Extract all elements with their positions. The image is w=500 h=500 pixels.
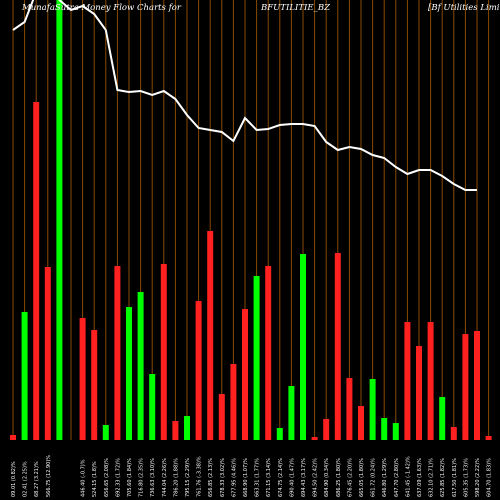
- x-tick-label: 668.90 (1.07)%: [243, 458, 249, 497]
- bar-down: [427, 322, 434, 440]
- x-tick-label: 656.65 (2.08)%: [104, 458, 110, 497]
- x-tick-label: 617.50 (1.81)%: [452, 458, 458, 497]
- bar-down: [114, 266, 121, 440]
- x-tick-label: 661.72 (0.24)%: [371, 458, 377, 497]
- bar-down: [160, 264, 167, 440]
- x-tick-label: 646.80 (1.29)%: [382, 458, 388, 497]
- x-tick-label: 632.10 (2.71)%: [429, 458, 435, 497]
- bar-down: [450, 427, 457, 440]
- bar-down: [404, 322, 411, 440]
- bar-down: [311, 437, 318, 440]
- bar-down: [91, 330, 98, 440]
- bar-up: [381, 418, 388, 440]
- x-tick-label: 674.75 (2.14)%: [278, 458, 284, 497]
- x-tick-label: 605.35 (1.73)%: [463, 458, 469, 497]
- x-tick-label: 656.85 (2.13)%: [208, 458, 214, 497]
- x-tick-label: 744.04 (2.26)%: [162, 458, 168, 497]
- bar-up: [137, 292, 144, 440]
- bar-down: [218, 394, 225, 440]
- bar-down: [334, 253, 341, 440]
- x-tick-label: 705.60 (1.84)%: [127, 458, 133, 497]
- x-tick-label: 678.33 (3.02)%: [220, 458, 226, 497]
- bar-up: [288, 386, 295, 440]
- x-tick-label: 716.80 (2.35)%: [139, 458, 145, 497]
- x-tick-label: 663.31 (1.77)%: [255, 458, 261, 497]
- bar-up: [56, 0, 63, 440]
- bar-down: [462, 334, 469, 440]
- bar-down: [207, 231, 214, 440]
- x-tick-label: 637.09 (1.63)%: [417, 458, 423, 497]
- bar-up: [126, 307, 132, 440]
- x-tick-label: 604.70 (1.83)%: [487, 458, 493, 497]
- bar-down: [230, 364, 237, 440]
- bar-down: [358, 406, 364, 440]
- bar-up: [276, 428, 283, 440]
- x-tick-label: 625.85 (1.82)%: [440, 458, 446, 497]
- bar-series: [10, 0, 492, 440]
- bar-down: [416, 346, 422, 440]
- x-axis-labels: 09.01 (0.82)% 02.41 (2.25)% 68.27 (3.21)% 5…: [11, 455, 493, 497]
- x-tick-label: 677.95 (4.46)%: [231, 458, 237, 497]
- x-tick-label: 598.20 (2.22)%: [475, 458, 481, 497]
- x-tick-label: 68.27 (3.21)%: [34, 461, 40, 497]
- bar-up: [439, 397, 446, 440]
- chart-title-right: [Bf Utilities Limit: [428, 3, 500, 13]
- x-tick-label: 761.76 (-3.38)%: [197, 456, 203, 497]
- bar-down: [33, 102, 40, 440]
- bar-down: [346, 378, 353, 440]
- x-tick-label: 676.45 (2.20)%: [347, 458, 353, 497]
- x-tick-label: 686.25 (1.80)%: [336, 458, 342, 497]
- x-tick-label: 795.15 (2.29)%: [185, 458, 191, 497]
- bar-down: [79, 318, 86, 440]
- x-tick-label: 684.90 (0.34)%: [324, 458, 330, 497]
- x-tick-label: 446.40 (-0.7)%: [81, 459, 87, 497]
- x-tick-label: 02.41 (2.25)%: [23, 461, 29, 497]
- x-tick-label: 641.45 (-1.42)%: [405, 456, 411, 497]
- bar-up: [392, 423, 399, 440]
- bar-down: [195, 301, 202, 440]
- x-tick-label: 09.01 (0.82)%: [11, 461, 17, 497]
- bar-up: [184, 416, 190, 440]
- bar-down: [10, 435, 16, 440]
- x-tick-label: 671.15 (3.14)%: [266, 458, 272, 497]
- x-tick-label: 692.33 (1.72)%: [115, 458, 121, 497]
- bar-down: [474, 331, 480, 440]
- bar-up: [253, 276, 260, 440]
- price-line: [12, 0, 477, 191]
- x-tick-label: 694.43 (3.17)%: [301, 458, 307, 497]
- x-tick-label: 690.40 (1.47)%: [289, 458, 295, 497]
- bar-down: [323, 419, 330, 440]
- x-tick-label: 665.05 (1.80)%: [359, 458, 365, 497]
- bar-up: [102, 425, 109, 440]
- x-tick-label: 647.70 (2.80)%: [394, 458, 400, 497]
- chart-title-symbol: BFUTILITIE_BZ: [261, 3, 330, 13]
- bar-down: [485, 436, 492, 440]
- x-tick-label: 524.15 (1.8)%: [92, 461, 98, 497]
- chart-title-left: MunafaSutra Money Flow Charts for: [22, 3, 181, 13]
- x-tick-label: 786.20 (1.88)%: [173, 458, 179, 497]
- bar-down: [172, 421, 179, 440]
- x-tick-label: 694.50 (2.42)%: [313, 458, 319, 497]
- bar-up: [21, 312, 28, 440]
- bar-down: [44, 267, 51, 440]
- bar-up: [149, 374, 156, 440]
- bar-down: [242, 309, 248, 440]
- x-tick-label: 736.63 (3.10)%: [150, 458, 156, 497]
- bar-up: [369, 379, 376, 440]
- x-tick-label: 566.75 (12.90)%: [46, 455, 52, 497]
- bar-down: [265, 266, 272, 440]
- bar-up: [300, 254, 306, 440]
